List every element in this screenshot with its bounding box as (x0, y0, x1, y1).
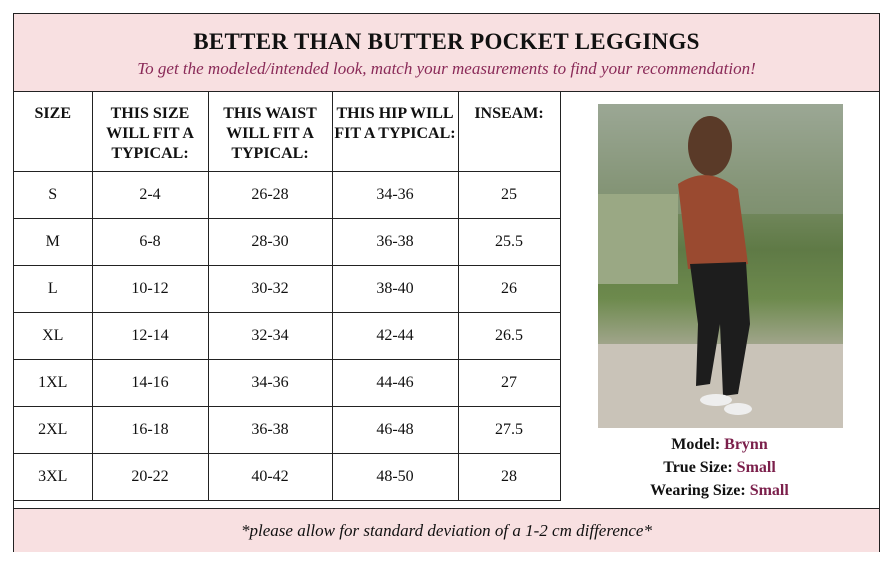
wearing-size-label: Wearing Size: (650, 482, 746, 499)
table-cell: 46-48 (331, 406, 459, 454)
table-cell: 48-50 (331, 453, 459, 501)
table-cell: 34-36 (207, 359, 333, 407)
table-cell: 34-36 (331, 171, 459, 219)
table-row: XL 12-14 32-34 42-44 26.5 (14, 312, 561, 360)
table-cell: 27 (457, 359, 561, 407)
table-cell: 12-14 (91, 312, 209, 360)
table-cell: 26-28 (207, 171, 333, 219)
true-size-label: True Size: (663, 459, 733, 476)
model-photo (598, 104, 843, 428)
page-title: BETTER THAN BUTTER POCKET LEGGINGS (193, 29, 700, 54)
table-cell: 20-22 (91, 453, 209, 501)
table-row: S 2-4 26-28 34-36 25 (14, 171, 561, 219)
table-cell: 42-44 (331, 312, 459, 360)
column-header: SIZE (14, 92, 93, 172)
table-cell: 3XL (14, 453, 93, 501)
table-cell: 32-34 (207, 312, 333, 360)
table-cell: S (14, 171, 93, 219)
table-row: 2XL 16-18 36-38 46-48 27.5 (14, 406, 561, 454)
table-cell: L (14, 265, 93, 313)
table-cell: 40-42 (207, 453, 333, 501)
table-cell: 2-4 (91, 171, 209, 219)
table-cell: 25.5 (457, 218, 561, 266)
table-cell: 26 (457, 265, 561, 313)
table-cell: 27.5 (457, 406, 561, 454)
column-header: THIS HIP WILL FIT A TYPICAL: (331, 92, 459, 172)
footer-note: *please allow for standard deviation of … (14, 508, 879, 552)
table-cell: 28-30 (207, 218, 333, 266)
table-cell: 25 (457, 171, 561, 219)
column-header: INSEAM: (457, 92, 561, 172)
table-cell: 10-12 (91, 265, 209, 313)
table-cell: XL (14, 312, 93, 360)
table-header-row: SIZE THIS SIZE WILL FIT A TYPICAL: THIS … (14, 92, 561, 172)
table-cell: 36-38 (207, 406, 333, 454)
table-cell: 30-32 (207, 265, 333, 313)
table-cell: 26.5 (457, 312, 561, 360)
table-row: 3XL 20-22 40-42 48-50 28 (14, 453, 561, 501)
table-cell: 1XL (14, 359, 93, 407)
table-cell: 38-40 (331, 265, 459, 313)
table-cell: 44-46 (331, 359, 459, 407)
size-table: SIZE THIS SIZE WILL FIT A TYPICAL: THIS … (14, 92, 561, 501)
wearing-size-value: Small (749, 482, 789, 499)
column-header: THIS WAIST WILL FIT A TYPICAL: (207, 92, 333, 172)
table-cell: 2XL (14, 406, 93, 454)
column-header: THIS SIZE WILL FIT A TYPICAL: (91, 92, 209, 172)
model-info: Model: Brynn True Size: Small Wearing Si… (560, 433, 879, 502)
table-row: 1XL 14-16 34-36 44-46 27 (14, 359, 561, 407)
true-size-value: Small (736, 459, 776, 476)
table-cell: 36-38 (331, 218, 459, 266)
table-cell: 28 (457, 453, 561, 501)
table-cell: 16-18 (91, 406, 209, 454)
table-cell: 6-8 (91, 218, 209, 266)
header: BETTER THAN BUTTER POCKET LEGGINGS To ge… (14, 14, 879, 92)
model-label: Model: (671, 436, 721, 453)
table-cell: 14-16 (91, 359, 209, 407)
size-chart: BETTER THAN BUTTER POCKET LEGGINGS To ge… (13, 13, 880, 552)
table-row: L 10-12 30-32 38-40 26 (14, 265, 561, 313)
model-name: Brynn (724, 436, 768, 453)
table-row: M 6-8 28-30 36-38 25.5 (14, 218, 561, 266)
model-panel: Model: Brynn True Size: Small Wearing Si… (560, 92, 879, 508)
table-cell: M (14, 218, 93, 266)
subtitle: To get the modeled/intended look, match … (137, 59, 756, 78)
